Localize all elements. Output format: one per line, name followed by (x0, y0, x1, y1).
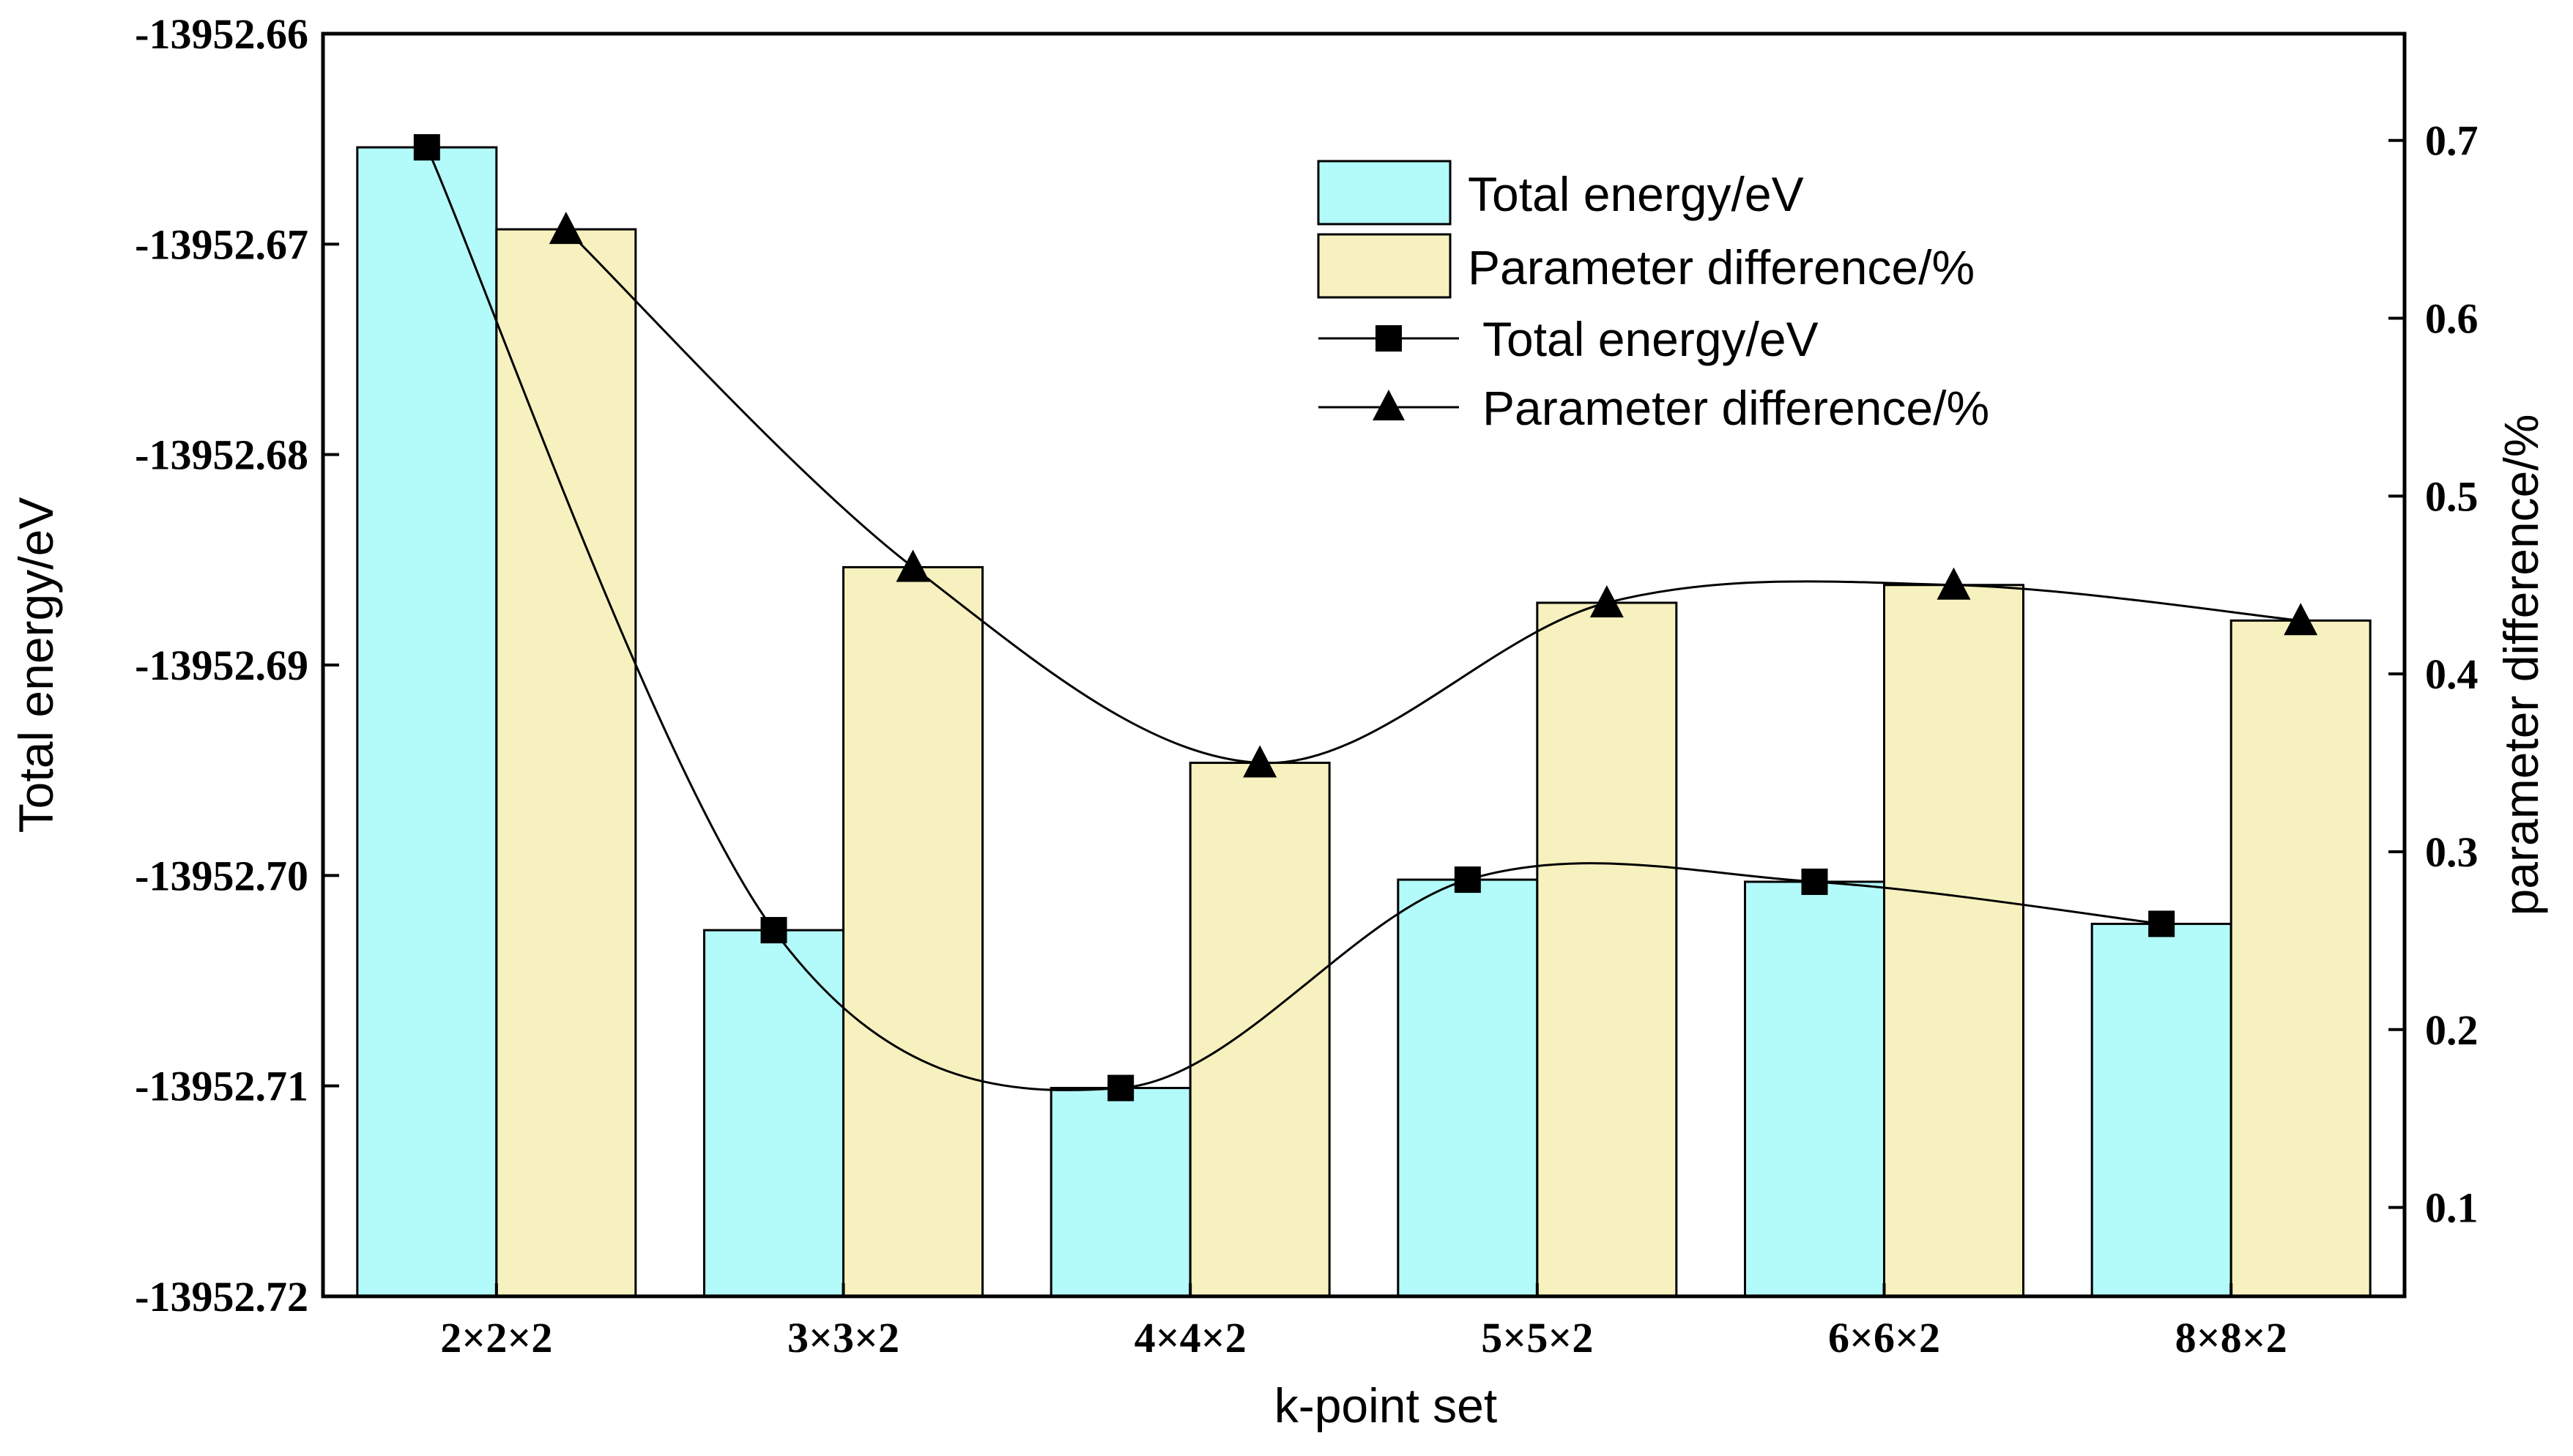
marker-energy-4 (1801, 868, 1828, 895)
marker-energy-2 (1107, 1074, 1135, 1102)
tick-label-x-0: 2×2×2 (440, 1314, 552, 1362)
bar-energy-5 (2090, 922, 2232, 1298)
y-axis-right-title: parameter difference/% (2494, 415, 2548, 916)
marker-energy-3 (1454, 866, 1481, 894)
tick-label-right-3: 0.4 (2425, 650, 2479, 698)
tick-label-left-4: -13952.70 (135, 852, 308, 899)
marker-energy-5 (2148, 910, 2175, 937)
tick-label-left-0: -13952.66 (135, 10, 308, 58)
legend: Total energy/eV Parameter difference/% T… (1317, 160, 1989, 435)
tick-label-right-0: 0.1 (2425, 1184, 2479, 1232)
bar-energy-4 (1744, 880, 1885, 1298)
legend-label-energy-bar: Total energy/eV (1468, 167, 1804, 221)
x-axis-title: k-point set (1274, 1378, 1497, 1433)
marker-param-4 (1937, 567, 1971, 600)
legend-marker-triangle-icon (1373, 390, 1405, 420)
marker-param-2 (1243, 745, 1277, 778)
tick-label-left-3: -13952.69 (135, 642, 308, 689)
legend-label-energy-line: Total energy/eV (1482, 312, 1819, 366)
bar-param-5 (2229, 619, 2372, 1298)
bar-energy-0 (356, 146, 498, 1298)
tick-label-x-4: 6×6×2 (1828, 1314, 1940, 1362)
lines-layer (413, 134, 2318, 1102)
marker-param-1 (896, 549, 930, 582)
bars-layer (356, 146, 2372, 1298)
tick-label-left-2: -13952.68 (135, 431, 308, 479)
tick-label-left-5: -13952.71 (135, 1063, 308, 1110)
legend-swatch-param-bar (1317, 233, 1452, 299)
legend-marker-square-icon (1375, 325, 1402, 352)
bar-param-1 (842, 565, 984, 1298)
marker-energy-1 (760, 917, 787, 944)
bar-energy-2 (1050, 1087, 1192, 1298)
marker-param-3 (1589, 585, 1624, 618)
tick-label-x-3: 5×5×2 (1481, 1314, 1593, 1362)
axes-layer: -13952.66 -13952.67 -13952.68 -13952.69 -139… (135, 10, 2478, 1362)
bar-param-0 (495, 228, 637, 1298)
bar-param-3 (1536, 601, 1678, 1298)
line-param (565, 229, 2301, 765)
tick-label-x-5: 8×8×2 (2175, 1314, 2287, 1362)
y-axis-left-title: Total energy/eV (9, 497, 63, 833)
marker-param-5 (2284, 603, 2318, 636)
tick-label-right-6: 0.7 (2425, 117, 2479, 165)
marker-energy-0 (413, 134, 440, 161)
legend-swatch-energy-bar (1317, 160, 1452, 226)
bar-energy-3 (1397, 878, 1539, 1298)
tick-label-x-1: 3×3×2 (787, 1314, 899, 1362)
tick-label-right-2: 0.3 (2425, 828, 2479, 876)
legend-label-param-line: Parameter difference/% (1482, 381, 1989, 435)
tick-label-right-1: 0.2 (2425, 1006, 2479, 1054)
marker-param-0 (549, 212, 583, 245)
legend-label-param-bar: Parameter difference/% (1468, 240, 1975, 294)
tick-label-left-6: -13952.72 (135, 1273, 308, 1321)
bar-param-2 (1189, 762, 1331, 1298)
bar-energy-1 (703, 929, 844, 1298)
tick-label-left-1: -13952.67 (135, 220, 308, 268)
bar-param-4 (1883, 584, 2024, 1298)
tick-label-right-4: 0.5 (2425, 472, 2479, 520)
tick-label-right-5: 0.6 (2425, 295, 2479, 343)
tick-label-x-2: 4×4×2 (1135, 1314, 1247, 1362)
